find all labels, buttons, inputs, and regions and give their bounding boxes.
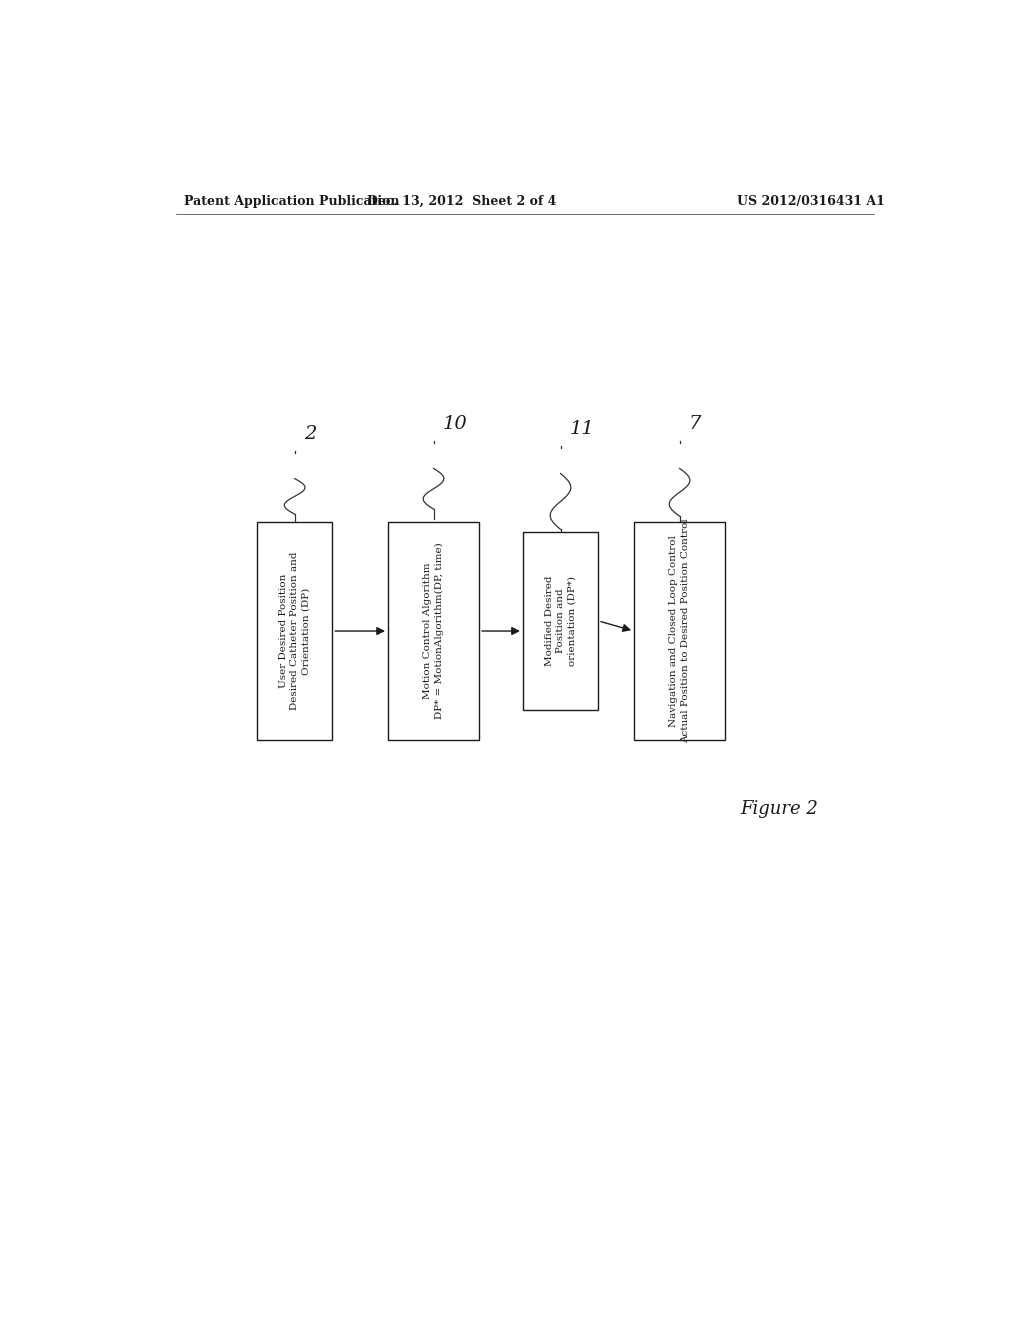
Text: US 2012/0316431 A1: US 2012/0316431 A1 [736,194,885,207]
Text: 2: 2 [304,425,316,444]
Bar [523,532,598,710]
Text: Motion Control Algorithm
DP* = MotionAlgorithm(DP, time): Motion Control Algorithm DP* = MotionAlg… [423,543,443,719]
Text: 11: 11 [570,420,595,438]
Bar [634,521,725,741]
Bar [257,521,333,741]
Text: User Desired Position
Desired Catheter Position and
Orientation (DP): User Desired Position Desired Catheter P… [279,552,310,710]
Text: Navigation and Closed Loop Control
Actual Position to Desired Position Control: Navigation and Closed Loop Control Actua… [670,519,690,743]
Text: 7: 7 [689,414,701,433]
Text: Dec. 13, 2012  Sheet 2 of 4: Dec. 13, 2012 Sheet 2 of 4 [367,194,556,207]
Text: Patent Application Publication: Patent Application Publication [183,194,399,207]
Text: Modified Desired
Position and
orientation (DP*): Modified Desired Position and orientatio… [545,576,577,667]
Text: 10: 10 [443,414,468,433]
Text: Figure 2: Figure 2 [739,800,818,818]
Bar [388,521,479,741]
